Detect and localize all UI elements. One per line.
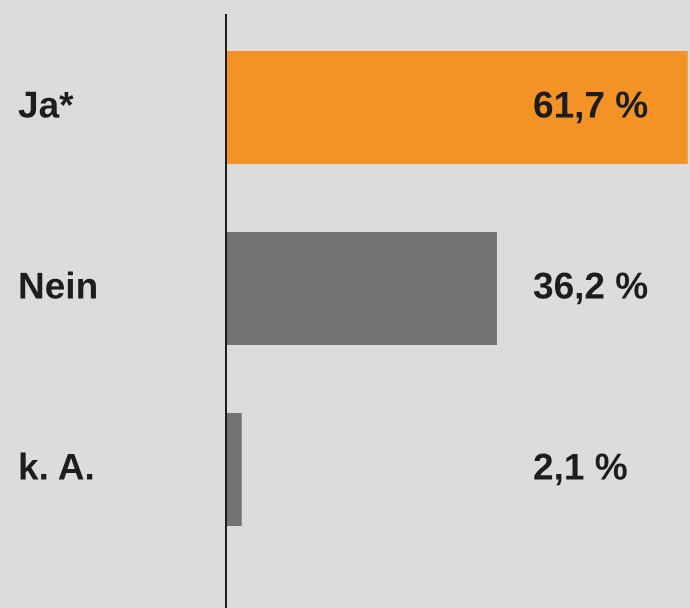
category-label: k. A. <box>18 446 95 487</box>
bar <box>226 232 497 345</box>
category-label: Nein <box>18 265 98 306</box>
bar <box>226 51 688 164</box>
value-label: 61,7 % <box>533 84 648 125</box>
bar <box>226 413 242 526</box>
value-label: 36,2 % <box>533 265 648 306</box>
category-label: Ja* <box>18 84 74 125</box>
value-label: 2,1 % <box>533 446 628 487</box>
